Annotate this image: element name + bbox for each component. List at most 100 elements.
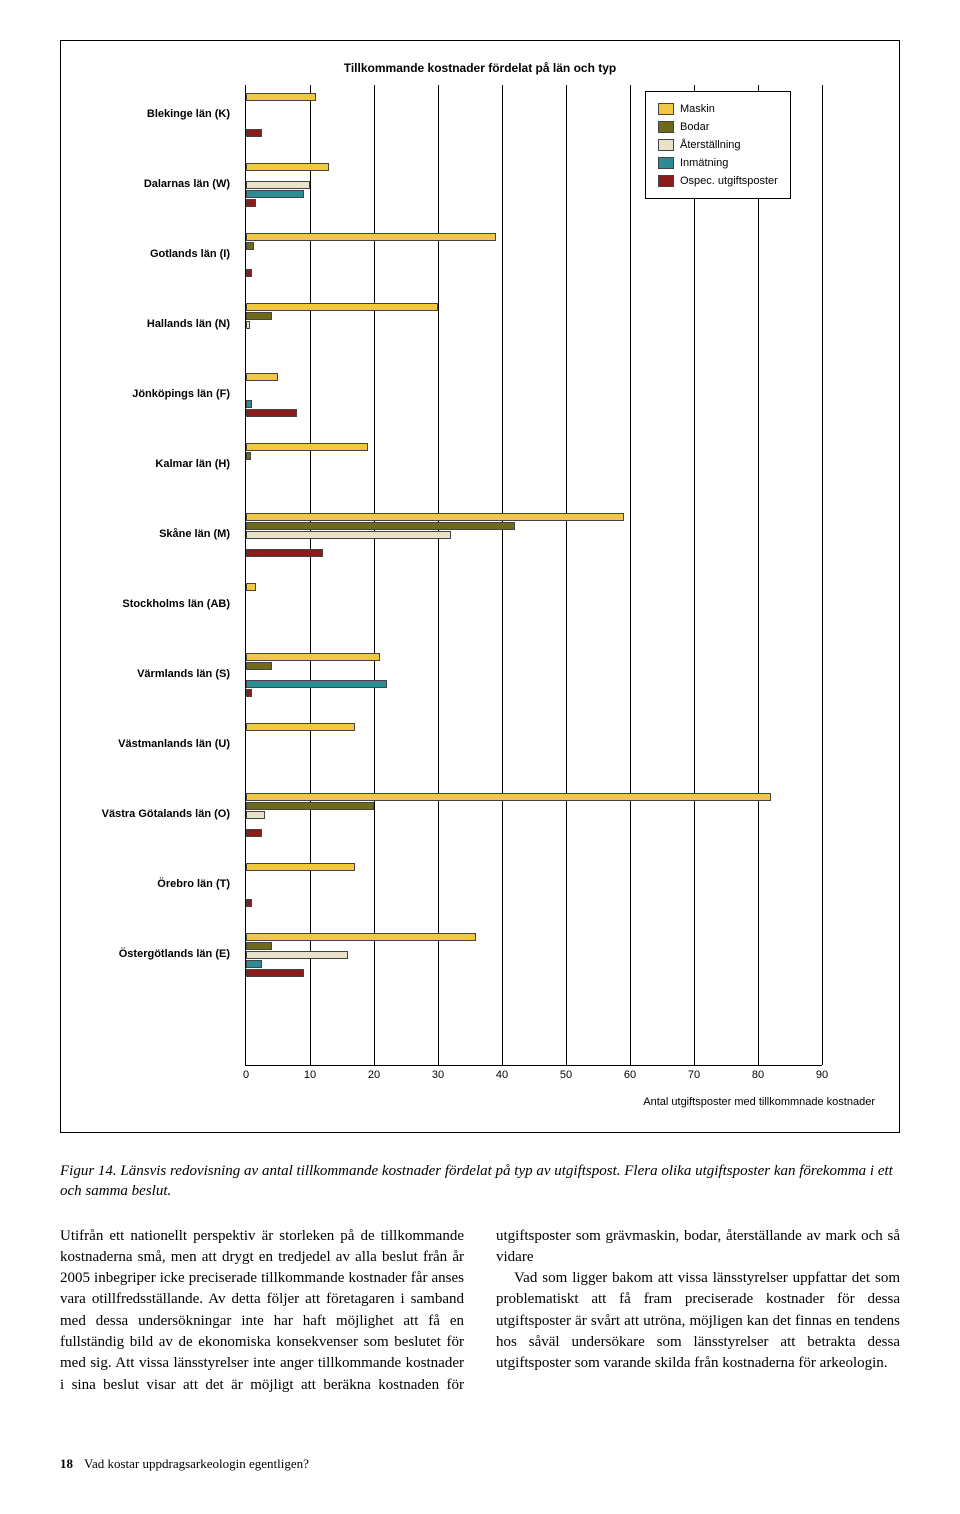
category-label: Hallands län (N) — [78, 318, 238, 330]
body-text: Utifrån ett nationellt perspektiv är sto… — [60, 1226, 900, 1396]
category-label: Västra Götalands län (O) — [78, 808, 238, 820]
bar-inmatning — [246, 680, 387, 688]
bar-bodar — [246, 452, 251, 460]
bar-maskin — [246, 303, 438, 311]
category-label: Blekinge län (K) — [78, 108, 238, 120]
page-number: 18 — [60, 1456, 73, 1471]
bar-ospec — [246, 129, 262, 137]
figure-caption-text: Länsvis redovisning av antal tillkommand… — [60, 1163, 893, 1199]
legend-label: Ospec. utgiftsposter — [680, 172, 778, 190]
bar-aterstallning — [246, 531, 451, 539]
legend-label: Maskin — [680, 100, 715, 118]
bar-ospec — [246, 269, 252, 277]
bar-ospec — [246, 409, 297, 417]
figure-caption: Figur 14. Länsvis redovisning av antal t… — [60, 1161, 900, 1202]
x-gridline — [694, 85, 695, 1065]
bar-maskin — [246, 513, 624, 521]
bar-maskin — [246, 233, 496, 241]
x-tick-label: 40 — [496, 1069, 508, 1081]
bar-bodar — [246, 522, 515, 530]
category-label: Jönköpings län (F) — [78, 388, 238, 400]
chart-title: Tillkommande kostnader fördelat på län o… — [85, 61, 875, 75]
x-gridline — [502, 85, 503, 1065]
bar-ospec — [246, 199, 256, 207]
bar-inmatning — [246, 400, 252, 408]
page-footer: 18 Vad kostar uppdragsarkeologin egentli… — [60, 1456, 900, 1472]
bar-aterstallning — [246, 181, 310, 189]
legend-item-bodar: Bodar — [658, 118, 778, 136]
legend-swatch — [658, 103, 674, 115]
legend-swatch — [658, 175, 674, 187]
bar-maskin — [246, 163, 329, 171]
category-label: Östergötlands län (E) — [78, 948, 238, 960]
x-tick-label: 80 — [752, 1069, 764, 1081]
bar-maskin — [246, 793, 771, 801]
x-tick-label: 70 — [688, 1069, 700, 1081]
bar-ospec — [246, 689, 252, 697]
bar-ospec — [246, 969, 304, 977]
bar-maskin — [246, 863, 355, 871]
category-label: Västmanlands län (U) — [78, 738, 238, 750]
chart-frame: Tillkommande kostnader fördelat på län o… — [60, 40, 900, 1133]
bar-aterstallning — [246, 811, 265, 819]
bar-maskin — [246, 723, 355, 731]
running-title: Vad kostar uppdragsarkeologin egentligen… — [84, 1456, 309, 1471]
bar-bodar — [246, 312, 272, 320]
plot-area: 0102030405060708090Blekinge län (K)Dalar… — [245, 85, 822, 1066]
x-gridline — [566, 85, 567, 1065]
body-para-2: Vad som ligger bakom att vissa länsstyre… — [496, 1268, 900, 1374]
x-gridline — [310, 85, 311, 1065]
bar-maskin — [246, 933, 476, 941]
category-label: Örebro län (T) — [78, 878, 238, 890]
bar-maskin — [246, 373, 278, 381]
chart-body: 0102030405060708090Blekinge län (K)Dalar… — [85, 85, 875, 1108]
legend-item-aterstallning: Återställning — [658, 136, 778, 154]
legend-label: Återställning — [680, 136, 741, 154]
x-tick-label: 30 — [432, 1069, 444, 1081]
legend-label: Inmätning — [680, 154, 728, 172]
x-tick-label: 60 — [624, 1069, 636, 1081]
category-label: Stockholms län (AB) — [78, 598, 238, 610]
bar-maskin — [246, 583, 256, 591]
x-tick-label: 90 — [816, 1069, 828, 1081]
x-tick-label: 10 — [304, 1069, 316, 1081]
bar-ospec — [246, 899, 252, 907]
legend: MaskinBodarÅterställningInmätningOspec. … — [645, 91, 791, 199]
bar-maskin — [246, 653, 380, 661]
legend-swatch — [658, 121, 674, 133]
bar-inmatning — [246, 960, 262, 968]
bar-inmatning — [246, 190, 304, 198]
bar-bodar — [246, 242, 254, 250]
x-tick-label: 0 — [243, 1069, 249, 1081]
x-gridline — [758, 85, 759, 1065]
legend-swatch — [658, 139, 674, 151]
x-gridline — [630, 85, 631, 1065]
legend-swatch — [658, 157, 674, 169]
bar-maskin — [246, 93, 316, 101]
bar-aterstallning — [246, 321, 250, 329]
bar-maskin — [246, 443, 368, 451]
x-gridline — [438, 85, 439, 1065]
category-label: Värmlands län (S) — [78, 668, 238, 680]
x-gridline — [374, 85, 375, 1065]
x-tick-label: 50 — [560, 1069, 572, 1081]
legend-label: Bodar — [680, 118, 709, 136]
category-label: Skåne län (M) — [78, 528, 238, 540]
legend-item-inmatning: Inmätning — [658, 154, 778, 172]
legend-item-ospec: Ospec. utgiftsposter — [658, 172, 778, 190]
category-label: Gotlands län (I) — [78, 248, 238, 260]
bar-ospec — [246, 829, 262, 837]
category-label: Dalarnas län (W) — [78, 178, 238, 190]
bar-bodar — [246, 662, 272, 670]
x-gridline — [822, 85, 823, 1065]
bar-bodar — [246, 802, 374, 810]
page: Tillkommande kostnader fördelat på län o… — [0, 0, 960, 1512]
legend-item-maskin: Maskin — [658, 100, 778, 118]
x-tick-label: 20 — [368, 1069, 380, 1081]
bar-ospec — [246, 549, 323, 557]
bar-aterstallning — [246, 951, 348, 959]
category-label: Kalmar län (H) — [78, 458, 238, 470]
figure-label: Figur 14. — [60, 1163, 117, 1179]
x-axis-title: Antal utgiftsposter med tillkommnade kos… — [245, 1096, 875, 1108]
bar-bodar — [246, 942, 272, 950]
